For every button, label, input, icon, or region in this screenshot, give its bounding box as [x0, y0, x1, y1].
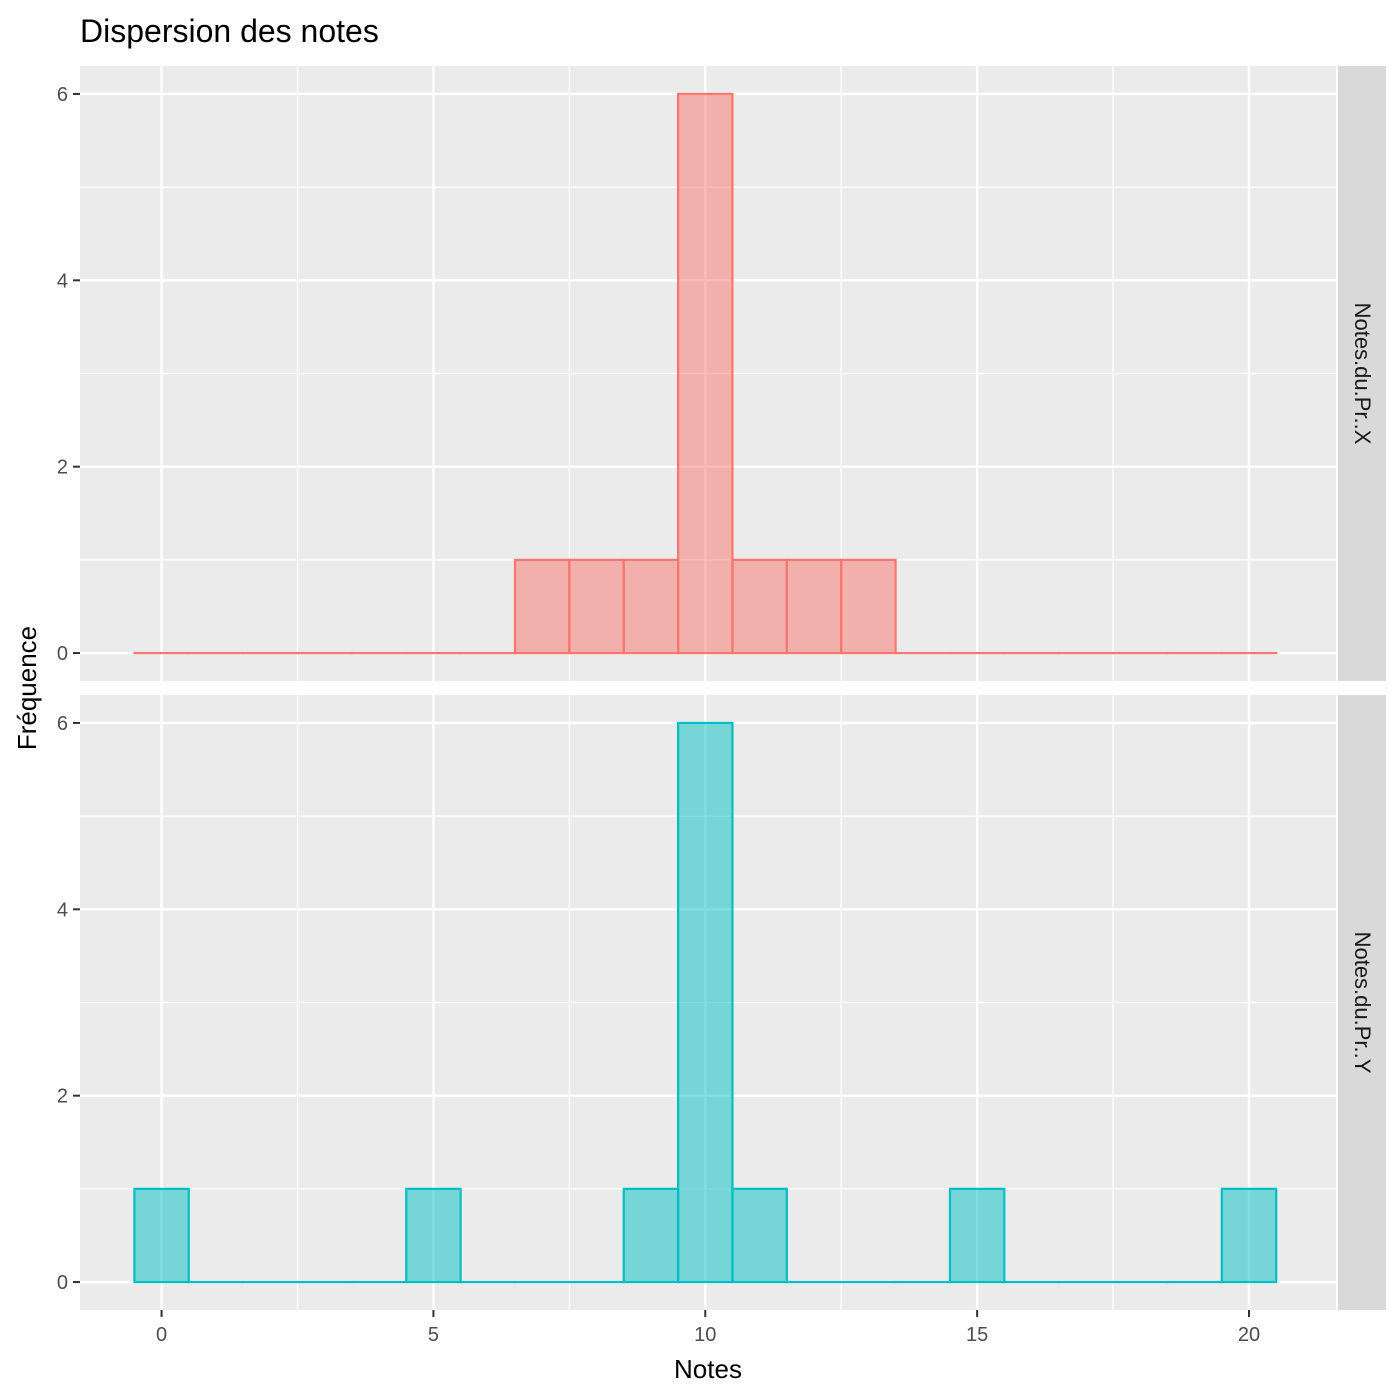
facet-strip — [1338, 66, 1386, 681]
facet-panel-1: 0 2 4 6 Notes.du.Pr..X — [57, 66, 1386, 681]
x-tick-label: 20 — [1238, 1324, 1260, 1346]
facet-strip — [1338, 695, 1386, 1310]
y-axis-title: Fréquence — [12, 626, 42, 750]
y-tick-label: 4 — [57, 899, 68, 921]
facet-panels: 0 2 4 6 Notes.du.Pr..X 0 2 4 6 Notes.du.Pr..Y — [57, 66, 1386, 1310]
histogram-bar — [948, 1187, 1006, 1284]
histogram-bar — [133, 1187, 190, 1284]
histogram-bar — [1220, 1187, 1278, 1284]
y-tick-label: 2 — [57, 1086, 68, 1108]
x-tick-label: 10 — [694, 1324, 716, 1346]
y-tick-label: 2 — [57, 457, 68, 479]
y-tick-label: 6 — [57, 84, 68, 106]
chart-title: Dispersion des notes — [80, 13, 379, 49]
histogram-bar — [785, 558, 843, 655]
facet-strip-label: Notes.du.Pr..X — [1350, 303, 1375, 445]
y-tick-label: 6 — [57, 713, 68, 735]
histogram-bar — [622, 558, 680, 655]
facet-strip-label: Notes.du.Pr..Y — [1350, 932, 1375, 1074]
histogram-bar — [513, 558, 571, 655]
series-1-bars — [133, 92, 1278, 655]
histogram-bar — [731, 558, 788, 655]
x-tick-label: 5 — [428, 1324, 439, 1346]
x-tick-label: 0 — [156, 1324, 167, 1346]
x-tick-label: 15 — [966, 1324, 988, 1346]
y-tick-label: 0 — [57, 643, 68, 665]
histogram-bar — [840, 558, 897, 655]
histogram-bar — [676, 92, 734, 655]
histogram-bar — [568, 558, 625, 655]
x-axis-title: Notes — [674, 1354, 742, 1384]
facet-panel-2: 0 2 4 6 Notes.du.Pr..Y — [57, 695, 1386, 1310]
histogram-bar — [405, 1187, 462, 1284]
series-2-bars — [133, 721, 1278, 1284]
histogram-bar — [622, 1187, 680, 1284]
y-tick-label: 0 — [57, 1272, 68, 1294]
histogram-bar — [676, 721, 734, 1284]
histogram-bar — [731, 1187, 788, 1284]
y-tick-label: 4 — [57, 270, 68, 292]
x-axis: 0 5 10 15 20 — [156, 1310, 1260, 1346]
